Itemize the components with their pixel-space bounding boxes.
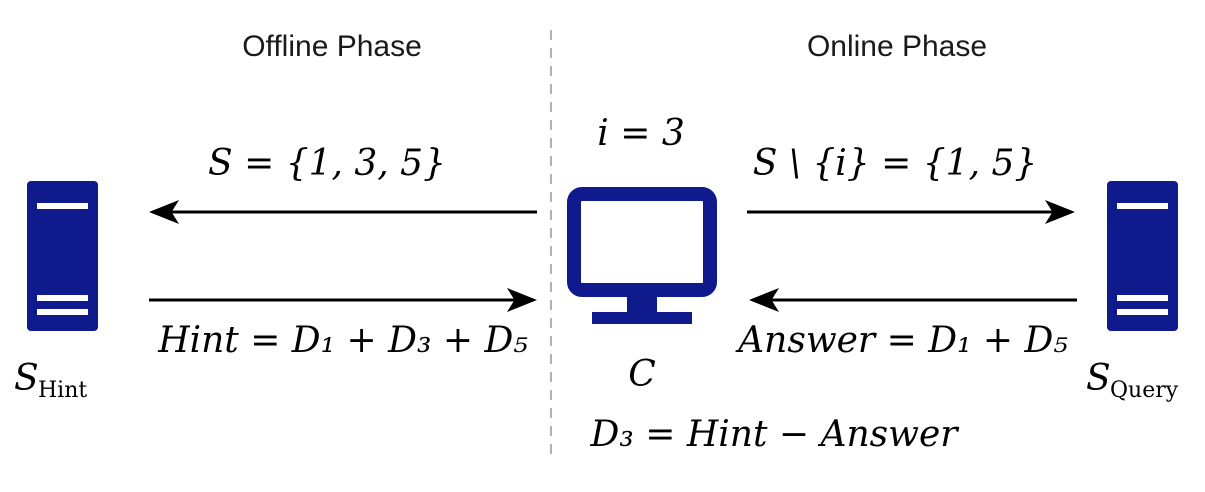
- svg-text:Hint: Hint: [38, 378, 87, 403]
- set-minus-label: S \ {i} = {1, 5}: [753, 143, 1038, 184]
- set-s-label: S = {1, 3, 5}: [208, 143, 446, 184]
- client-monitor-icon: [567, 187, 717, 324]
- hint-server-icon: [27, 181, 98, 331]
- offline-phase-heading: Offline Phase: [242, 30, 422, 63]
- svg-text:Query: Query: [1110, 378, 1179, 403]
- index-label: i = 3: [597, 113, 684, 154]
- online-phase-heading: Online Phase: [807, 30, 987, 63]
- result-formula: D₃ = Hint − Answer: [590, 414, 960, 455]
- query-server-icon: [1107, 181, 1178, 331]
- answer-formula: Answer = D₁ + D₅: [735, 320, 1068, 361]
- query-server-label: S Query: [1086, 358, 1179, 403]
- hint-server-label: S Hint: [14, 358, 87, 403]
- client-label: C: [628, 354, 656, 395]
- svg-text:S: S: [1086, 358, 1111, 399]
- hint-formula: Hint = D₁ + D₃ + D₅: [157, 320, 528, 361]
- svg-text:S: S: [14, 358, 39, 399]
